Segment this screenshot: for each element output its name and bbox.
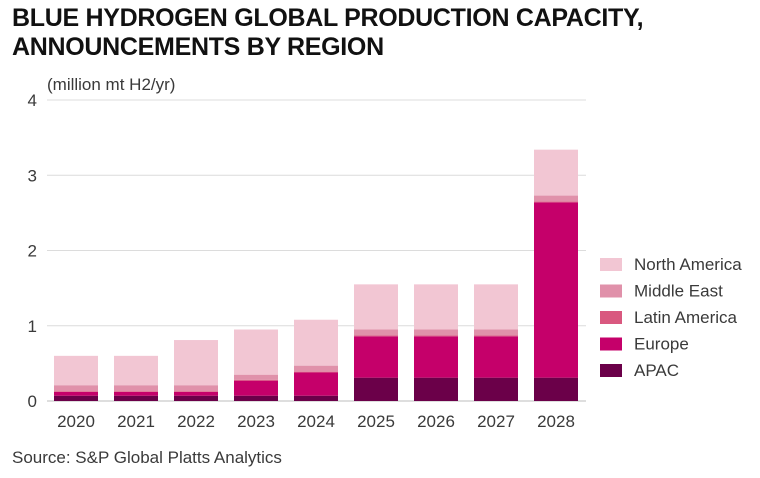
bar-2023-middle-east: [234, 374, 278, 380]
bar-2021-latin-america: [114, 391, 158, 392]
legend-item-north-america: North America: [600, 255, 742, 274]
bar-2022-europe: [174, 391, 218, 396]
bar-2025-latin-america: [354, 335, 398, 337]
bar-2020-north-america: [54, 355, 98, 386]
y-tick-label-2: 2: [28, 242, 37, 261]
bar-2026-europe: [414, 336, 458, 378]
source-note: Source: S&P Global Platts Analytics: [12, 448, 282, 467]
bar-2023-europe: [234, 380, 278, 396]
y-tick-label-1: 1: [28, 317, 37, 336]
bar-2020-latin-america: [54, 391, 98, 392]
bar-2022-north-america: [174, 340, 218, 386]
x-tick-label-2022: 2022: [177, 412, 215, 431]
bar-2025-north-america: [354, 284, 398, 330]
y-tick-label-4: 4: [28, 91, 37, 110]
bar-2022-middle-east: [174, 385, 218, 392]
bar-2026-latin-america: [414, 335, 458, 337]
x-tick-label-2023: 2023: [237, 412, 275, 431]
bar-2025-middle-east: [354, 329, 398, 336]
x-tick-labels: 2020 2021 2022 2023 2024 2025 2026 2027 2028: [57, 412, 575, 431]
bar-stack-2023: [234, 329, 278, 401]
legend-swatch: [600, 364, 622, 377]
chart-title-line-1: BLUE HYDROGEN GLOBAL PRODUCTION CAPACITY…: [12, 4, 644, 32]
bar-2027-middle-east: [474, 329, 518, 336]
chart-title: BLUE HYDROGEN GLOBAL PRODUCTION CAPACITY…: [12, 4, 732, 62]
x-tick-label-2020: 2020: [57, 412, 95, 431]
y-tick-labels: 0 1 2 3 4: [28, 91, 37, 411]
bar-2024-europe: [294, 372, 338, 396]
bar-2027-north-america: [474, 284, 518, 330]
bar-2021-europe: [114, 391, 158, 396]
bar-2027-apac: [474, 377, 518, 401]
bar-2026-apac: [414, 377, 458, 401]
legend-swatch: [600, 284, 622, 298]
x-tick-label-2021: 2021: [117, 412, 155, 431]
bar-2028-north-america: [534, 149, 578, 196]
bar-2024-latin-america: [294, 371, 338, 373]
legend-item-apac: APAC: [600, 361, 679, 380]
legend-label: APAC: [634, 361, 679, 380]
bar-2023-apac: [234, 395, 278, 401]
chart-title-line-2: ANNOUNCEMENTS BY REGION: [12, 33, 384, 61]
bars: [54, 149, 578, 401]
legend: North America Middle East Latin America Eur…: [600, 255, 742, 380]
bar-2021-middle-east: [114, 385, 158, 392]
legend-label: Latin America: [634, 308, 738, 327]
bar-2021-north-america: [114, 355, 158, 386]
bar-2024-apac: [294, 395, 338, 401]
legend-label: North America: [634, 255, 742, 274]
x-tick-label-2027: 2027: [477, 412, 515, 431]
legend-item-europe: Europe: [600, 335, 689, 354]
bar-2026-middle-east: [414, 329, 458, 336]
bar-2023-north-america: [234, 329, 278, 375]
legend-item-middle-east: Middle East: [600, 282, 723, 301]
bar-2025-apac: [354, 377, 398, 401]
legend-item-latin-america: Latin America: [600, 308, 738, 327]
x-tick-label-2026: 2026: [417, 412, 455, 431]
legend-swatch: [600, 337, 622, 351]
bar-2028-middle-east: [534, 195, 578, 202]
legend-swatch: [600, 311, 622, 324]
bar-stack-2020: [54, 355, 98, 401]
bar-stack-2028: [534, 149, 578, 401]
bar-stack-2024: [294, 319, 338, 401]
bar-2020-europe: [54, 391, 98, 396]
legend-label: Europe: [634, 335, 689, 354]
bar-stack-2022: [174, 340, 218, 401]
bar-2024-middle-east: [294, 365, 338, 372]
x-tick-label-2025: 2025: [357, 412, 395, 431]
bar-2025-europe: [354, 336, 398, 378]
y-axis-label: (million mt H2/yr): [47, 75, 175, 94]
bar-2028-europe: [534, 202, 578, 378]
bar-2024-north-america: [294, 319, 338, 366]
x-tick-label-2024: 2024: [297, 412, 335, 431]
y-tick-label-0: 0: [28, 392, 37, 411]
legend-swatch: [600, 258, 622, 271]
y-tick-label-3: 3: [28, 166, 37, 185]
bar-2023-latin-america: [234, 379, 278, 381]
bar-2028-latin-america: [534, 201, 578, 203]
bar-stack-2021: [114, 355, 158, 401]
bar-stack-2025: [354, 284, 398, 401]
bar-2027-latin-america: [474, 335, 518, 337]
x-tick-label-2028: 2028: [537, 412, 575, 431]
bar-2022-latin-america: [174, 391, 218, 392]
bar-2020-middle-east: [54, 385, 98, 392]
bar-2020-apac: [54, 395, 98, 401]
bar-2027-europe: [474, 336, 518, 378]
bar-stack-2026: [414, 284, 458, 401]
bar-stack-2027: [474, 284, 518, 401]
bar-2022-apac: [174, 395, 218, 401]
bar-2028-apac: [534, 377, 578, 401]
bar-2026-north-america: [414, 284, 458, 330]
bar-2021-apac: [114, 395, 158, 401]
legend-label: Middle East: [634, 282, 723, 301]
